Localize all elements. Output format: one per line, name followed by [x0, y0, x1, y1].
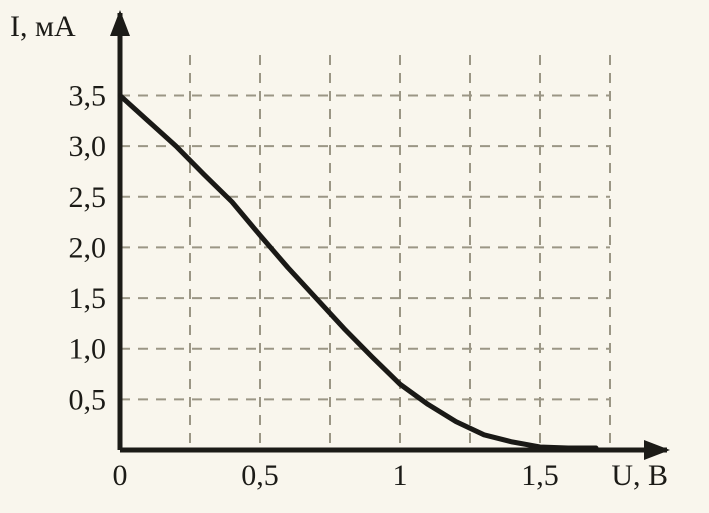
- chart-container: 0,5 1,0 1,5 2,0 2,5 3,0 3,5 0 0,5 1 1,5 I, мА U, В: [0, 0, 709, 513]
- x-tick-label: 0: [113, 459, 128, 492]
- x-tick-label: 1: [393, 459, 408, 492]
- y-tick-label: 2,5: [69, 181, 107, 214]
- y-tick-label: 2,0: [69, 231, 107, 264]
- y-axis-label: I, мА: [10, 10, 76, 43]
- y-tick-label: 0,5: [69, 383, 107, 416]
- x-axis-label: U, В: [611, 459, 668, 492]
- y-tick-label: 3,5: [69, 80, 107, 113]
- y-tick-label: 1,5: [69, 282, 107, 315]
- x-tick-label: 1,5: [521, 459, 559, 492]
- chart-background: [0, 0, 709, 513]
- y-tick-label: 3,0: [69, 130, 107, 163]
- y-tick-label: 1,0: [69, 333, 107, 366]
- iv-curve-chart: 0,5 1,0 1,5 2,0 2,5 3,0 3,5 0 0,5 1 1,5 I, мА U, В: [0, 0, 709, 513]
- x-tick-label: 0,5: [241, 459, 279, 492]
